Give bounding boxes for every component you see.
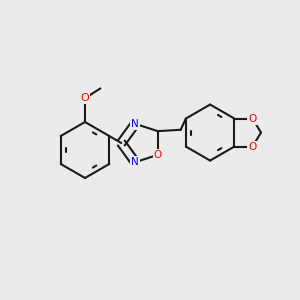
Text: N: N — [131, 119, 139, 129]
Text: O: O — [81, 93, 89, 103]
Text: N: N — [131, 157, 139, 167]
Text: O: O — [248, 114, 257, 124]
Text: O: O — [248, 142, 257, 152]
Text: O: O — [154, 150, 162, 160]
